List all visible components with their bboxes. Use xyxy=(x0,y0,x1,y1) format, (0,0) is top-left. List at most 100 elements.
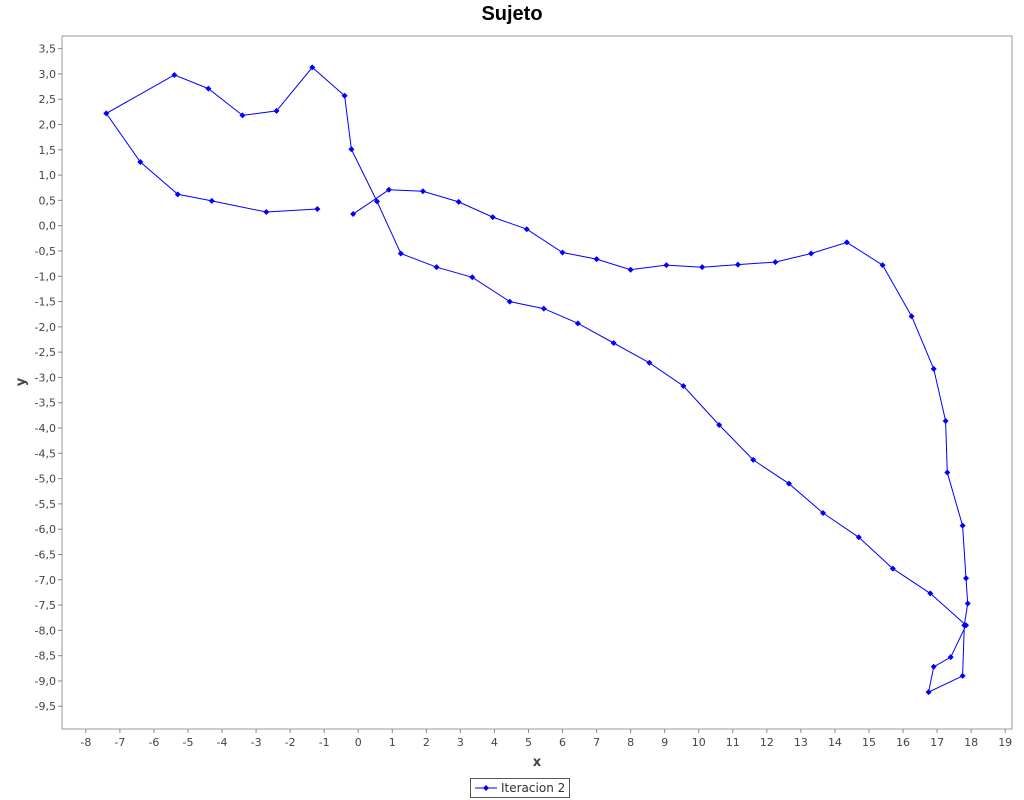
data-point xyxy=(699,264,706,271)
data-point xyxy=(930,365,937,372)
data-point xyxy=(947,654,954,661)
y-tick-label: -2,5 xyxy=(35,346,56,359)
y-tick-label: -4,5 xyxy=(35,447,56,460)
data-point xyxy=(908,313,915,320)
data-point xyxy=(820,510,827,517)
y-tick-label: -2,0 xyxy=(35,321,56,334)
y-tick-label: 1,0 xyxy=(39,169,57,182)
y-tick-label: -4,0 xyxy=(35,422,56,435)
legend-label: Iteracion 2 xyxy=(501,781,566,795)
data-point xyxy=(137,158,144,165)
data-point xyxy=(734,261,741,268)
data-point xyxy=(930,663,937,670)
data-point xyxy=(808,250,815,257)
data-point xyxy=(593,256,600,263)
legend-marker-icon xyxy=(475,785,497,791)
data-point xyxy=(103,110,110,117)
x-tick-label: -1 xyxy=(319,736,330,749)
x-tick-label: 18 xyxy=(964,736,978,749)
data-point xyxy=(523,226,530,233)
x-tick-label: -8 xyxy=(80,736,91,749)
data-point xyxy=(772,259,779,266)
y-tick-label: -8,0 xyxy=(35,624,56,637)
legend: Iteracion 2 xyxy=(470,778,571,798)
data-point xyxy=(646,359,653,366)
y-tick-label: -8,5 xyxy=(35,650,56,663)
y-tick-label: -6,0 xyxy=(35,523,56,536)
y-axis-title: y xyxy=(14,377,29,386)
data-point xyxy=(889,565,896,572)
data-point xyxy=(959,672,966,679)
x-tick-label: 3 xyxy=(457,736,464,749)
x-tick-label: -7 xyxy=(114,736,125,749)
y-tick-label: -1,0 xyxy=(35,270,56,283)
y-tick-label: -9,0 xyxy=(35,675,56,688)
x-tick-label: -2 xyxy=(285,736,296,749)
data-point xyxy=(942,417,949,424)
data-point xyxy=(433,264,440,271)
data-point xyxy=(559,249,566,256)
data-point xyxy=(680,383,687,390)
y-tick-label: -5,5 xyxy=(35,498,56,511)
y-tick-label: 3,0 xyxy=(39,68,57,81)
data-point xyxy=(855,534,862,541)
data-point xyxy=(785,480,792,487)
x-tick-label: -3 xyxy=(251,736,262,749)
x-tick-label: -5 xyxy=(183,736,194,749)
data-point xyxy=(341,92,348,99)
data-point xyxy=(309,64,316,71)
x-tick-label: 7 xyxy=(593,736,600,749)
y-tick-label: 3,5 xyxy=(39,43,57,56)
x-axis: -8 -7 -6 -5 -4 -3 -2 -1 0 1 2 3 4 5 6 7 8 9 10 11 12 13 14 15 16… xyxy=(80,729,1012,749)
data-point xyxy=(314,205,321,212)
x-tick-label: 10 xyxy=(692,736,706,749)
x-tick-label: 15 xyxy=(862,736,876,749)
x-tick-label: 0 xyxy=(355,736,362,749)
x-tick-label: 19 xyxy=(998,736,1012,749)
x-tick-label: 13 xyxy=(794,736,808,749)
data-point xyxy=(263,209,270,216)
data-point xyxy=(385,186,392,193)
data-point xyxy=(879,262,886,269)
y-tick-label: -6,5 xyxy=(35,548,56,561)
data-point xyxy=(373,198,380,205)
data-point xyxy=(663,262,670,269)
data-point xyxy=(489,214,496,221)
x-tick-label: 5 xyxy=(525,736,532,749)
y-axis: 3,5 3,0 2,5 2,0 1,5 1,0 0,5 0,0 -0,5 -1,0 -1,5 -2,0… xyxy=(35,43,62,713)
y-tick-label: -7,5 xyxy=(35,599,56,612)
data-point xyxy=(174,191,181,198)
data-point xyxy=(273,107,280,114)
chart-title: Sujeto xyxy=(481,3,543,25)
data-point xyxy=(350,211,357,218)
x-tick-label: 8 xyxy=(627,736,634,749)
x-tick-label: 12 xyxy=(760,736,774,749)
x-tick-label: 6 xyxy=(559,736,566,749)
y-tick-label: 0,5 xyxy=(39,194,57,207)
data-point xyxy=(239,112,246,119)
data-point xyxy=(171,71,178,78)
y-tick-label: -3,5 xyxy=(35,397,56,410)
data-point xyxy=(925,689,932,696)
data-point xyxy=(716,421,723,428)
data-point xyxy=(959,522,966,529)
data-point xyxy=(469,274,476,281)
x-tick-label: 2 xyxy=(423,736,430,749)
data-point xyxy=(964,600,971,607)
data-point xyxy=(506,298,513,305)
data-point xyxy=(397,250,404,257)
y-tick-label: -3,0 xyxy=(35,371,56,384)
data-point xyxy=(455,198,462,205)
x-tick-label: 16 xyxy=(896,736,910,749)
x-axis-title: x xyxy=(533,755,542,770)
y-tick-label: 0,0 xyxy=(39,220,57,233)
x-tick-label: 1 xyxy=(389,736,396,749)
y-tick-label: 1,5 xyxy=(39,144,57,157)
data-point xyxy=(627,266,634,273)
series-group xyxy=(103,64,971,696)
data-point xyxy=(540,305,547,312)
data-point xyxy=(927,590,934,597)
data-point xyxy=(419,188,426,195)
y-tick-label: -0,5 xyxy=(35,245,56,258)
